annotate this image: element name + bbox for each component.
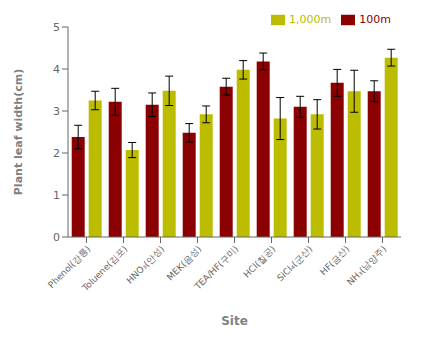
svg-text:Phenol(강릉): Phenol(강릉) xyxy=(46,243,93,291)
svg-text:NH₃(남양주): NH₃(남양주) xyxy=(345,244,388,287)
svg-text:HF(금산): HF(금산) xyxy=(318,244,351,277)
svg-text:Toluene(김포): Toluene(김포) xyxy=(80,244,130,294)
svg-text:SiCl₄(군산): SiCl₄(군산) xyxy=(275,244,314,283)
svg-text:0: 0 xyxy=(53,231,60,244)
svg-text:Site: Site xyxy=(221,314,248,328)
svg-text:5: 5 xyxy=(53,21,60,34)
svg-text:2: 2 xyxy=(53,147,60,160)
svg-text:HCl(칠공): HCl(칠공) xyxy=(242,244,278,280)
html-text:1,000m: 1,000m xyxy=(289,13,332,26)
svg-text:4: 4 xyxy=(53,63,60,76)
svg-text:Plant leaf width(cm): Plant leaf width(cm) xyxy=(12,69,25,195)
svg-text:1: 1 xyxy=(53,189,60,202)
html-text:100m: 100m xyxy=(359,13,391,26)
svg-text:TEA/HF(구미): TEA/HF(구미) xyxy=(192,244,240,292)
svg-text:3: 3 xyxy=(53,105,60,118)
svg-text:HNO₃(안성): HNO₃(안성) xyxy=(125,244,167,286)
svg-text:MEK(음성): MEK(음성) xyxy=(165,244,203,282)
